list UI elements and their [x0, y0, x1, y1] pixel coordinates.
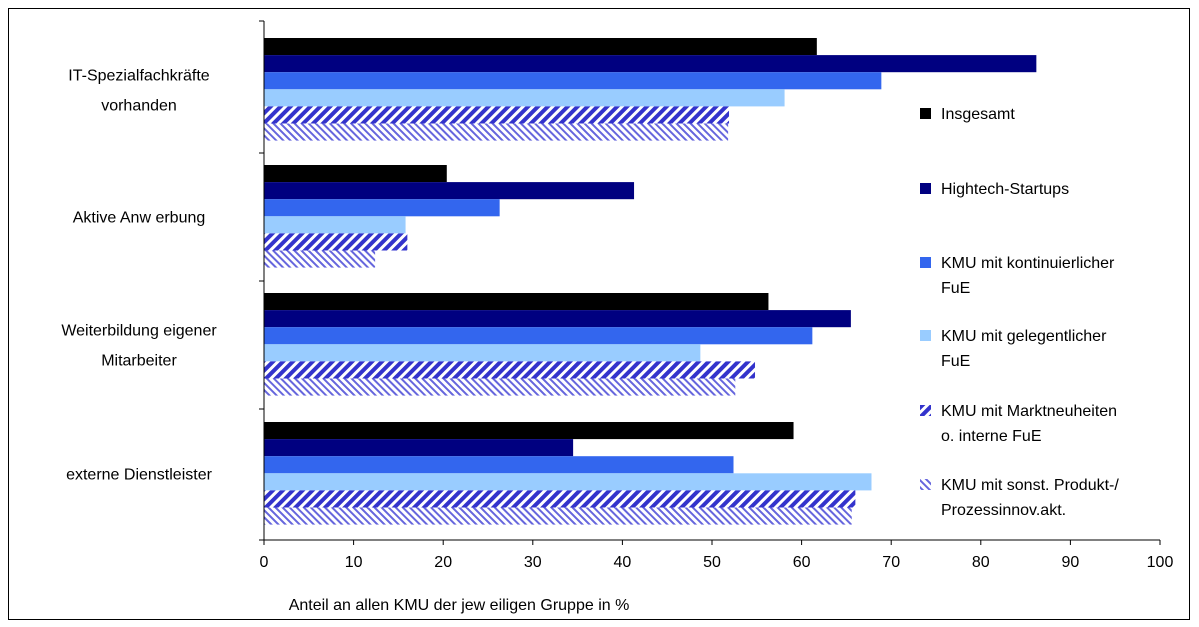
x-tick-label-9: 90 [1062, 554, 1080, 571]
category-label-1-0: Aktive Anw erbung [73, 209, 206, 226]
legend-label-3-0: KMU mit gelegentlicher [941, 328, 1107, 345]
bar-0-1 [264, 55, 1037, 73]
bar-1-0 [264, 165, 447, 183]
legend-swatch-4 [920, 405, 931, 416]
bar-0-0 [264, 38, 817, 56]
bar-1-1 [264, 182, 635, 200]
x-axis-title: Anteil an allen KMU der jew eiligen Grup… [289, 597, 630, 614]
bar-0-2 [264, 72, 882, 90]
legend-label-3-1: FuE [941, 353, 970, 370]
x-tick-label-6: 60 [793, 554, 811, 571]
x-tick-label-3: 30 [524, 554, 542, 571]
bar-0-4 [264, 106, 730, 124]
bar-3-3 [264, 473, 872, 491]
legend-swatch-5 [920, 479, 931, 490]
x-tick-label-8: 80 [972, 554, 990, 571]
x-tick-label-4: 40 [614, 554, 632, 571]
legend-swatch-1 [920, 183, 931, 194]
bar-0-5 [264, 123, 729, 141]
x-tick-label-10: 100 [1147, 554, 1174, 571]
x-tick-label-2: 20 [434, 554, 452, 571]
legend-label-2-1: FuE [941, 280, 970, 297]
legend-label-4-1: o. interne FuE [941, 428, 1042, 445]
legend-swatch-2 [920, 257, 931, 268]
legend-label-5-0: KMU mit sonst. Produkt-/ [941, 477, 1119, 494]
legend-label-2-0: KMU mit kontinuierlicher [941, 255, 1115, 272]
bar-2-2 [264, 327, 813, 345]
legend-label-1-0: Hightech-Startups [941, 181, 1069, 198]
x-tick-label-0: 0 [260, 554, 269, 571]
bar-2-0 [264, 293, 769, 311]
bar-2-1 [264, 310, 851, 328]
bar-3-0 [264, 422, 794, 440]
chart-frame: 0 10 20 30 40 50 60 70 80 90 100 IT-Spezialfachkrä… [8, 8, 1190, 620]
bar-0-3 [264, 89, 785, 107]
legend-label-0-0: Insgesamt [941, 106, 1015, 123]
category-label-2-0: Weiterbildung eigener [61, 322, 217, 339]
x-tick-label-5: 50 [703, 554, 721, 571]
bar-1-5 [264, 250, 376, 268]
bar-1-4 [264, 233, 408, 251]
bar-3-1 [264, 439, 574, 457]
legend-swatch-3 [920, 330, 931, 341]
bar-3-2 [264, 456, 734, 474]
legend-label-4-0: KMU mit Marktneuheiten [941, 403, 1117, 420]
category-label-0-0: IT-Spezialfachkräfte [68, 67, 210, 84]
legend-label-5-1: Prozessinnov.akt. [941, 502, 1066, 519]
bar-2-5 [264, 378, 736, 396]
legend-swatch-0 [920, 108, 931, 119]
bar-1-3 [264, 216, 406, 234]
bar-3-5 [264, 507, 852, 525]
bar-chart: 0 10 20 30 40 50 60 70 80 90 100 IT-Spezialfachkrä… [61, 20, 1174, 614]
x-tick-label-7: 70 [882, 554, 900, 571]
bar-2-3 [264, 344, 701, 362]
category-label-0-1: vorhanden [101, 97, 177, 114]
bar-3-4 [264, 490, 856, 508]
bar-1-2 [264, 199, 500, 217]
category-label-2-1: Mitarbeiter [101, 352, 177, 369]
bar-2-4 [264, 361, 756, 379]
category-label-3-0: externe Dienstleister [66, 466, 213, 483]
x-tick-label-1: 10 [345, 554, 363, 571]
